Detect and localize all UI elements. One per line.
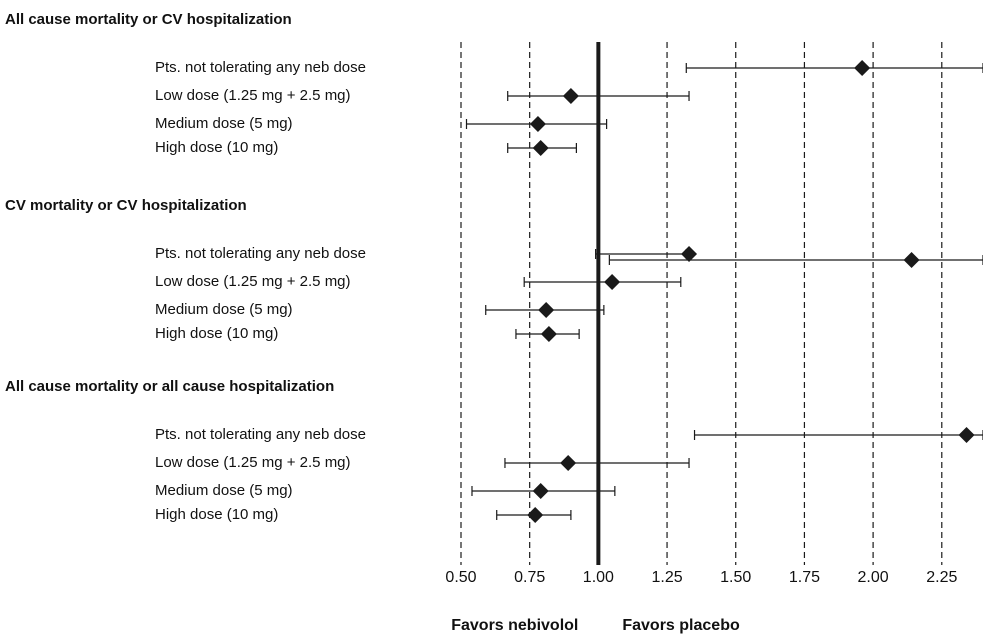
- x-tick-label: 1.25: [651, 569, 682, 586]
- estimate-diamond: [604, 274, 621, 290]
- estimate-diamond: [532, 483, 549, 499]
- x-tick-label: 1.75: [789, 569, 820, 586]
- annotation: Favors nebivolol: [451, 617, 578, 634]
- estimate-diamond: [538, 302, 555, 318]
- estimate-diamond: [681, 246, 698, 262]
- estimate-diamond: [532, 140, 549, 156]
- x-tick-label: 1.00: [583, 569, 614, 586]
- row-label: Pts. not tolerating any neb dose: [155, 245, 366, 262]
- row-label: Medium dose (5 mg): [155, 301, 293, 318]
- estimate-diamond: [854, 60, 871, 76]
- row-label: High dose (10 mg): [155, 139, 278, 156]
- x-tick-label: 0.50: [445, 569, 476, 586]
- row-label: High dose (10 mg): [155, 325, 278, 342]
- x-tick-label: 2.00: [858, 569, 889, 586]
- group-title: All cause mortality or CV hospitalizatio…: [5, 11, 292, 28]
- row-label: Low dose (1.25 mg + 2.5 mg): [155, 454, 351, 471]
- x-tick-label: 2.25: [926, 569, 957, 586]
- annotation: Favors placebo: [622, 617, 740, 634]
- estimate-diamond: [958, 427, 975, 443]
- row-label: Pts. not tolerating any neb dose: [155, 59, 366, 76]
- row-label: Medium dose (5 mg): [155, 482, 293, 499]
- group-title: All cause mortality or all cause hospita…: [5, 378, 334, 395]
- x-tick-label: 0.75: [514, 569, 545, 586]
- x-tick-label: 1.50: [720, 569, 751, 586]
- row-label: Low dose (1.25 mg + 2.5 mg): [155, 273, 351, 290]
- row-label: Pts. not tolerating any neb dose: [155, 426, 366, 443]
- group-title: CV mortality or CV hospitalization: [5, 197, 247, 214]
- estimate-diamond: [560, 455, 577, 471]
- estimate-diamond: [540, 326, 557, 342]
- row-label: Medium dose (5 mg): [155, 115, 293, 132]
- estimate-diamond: [562, 88, 579, 104]
- row-label: High dose (10 mg): [155, 506, 278, 523]
- estimate-diamond: [903, 252, 920, 268]
- estimate-diamond: [529, 116, 546, 132]
- estimate-diamond: [527, 507, 544, 523]
- row-label: Low dose (1.25 mg + 2.5 mg): [155, 87, 351, 104]
